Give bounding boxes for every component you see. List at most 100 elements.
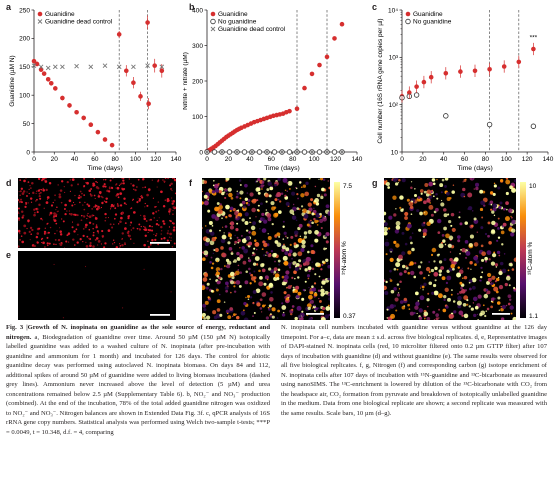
panel-label-f: f bbox=[189, 178, 192, 188]
y-tick-label: 50 bbox=[23, 121, 31, 128]
data-point-dead-control bbox=[60, 64, 65, 70]
data-point-guanidine bbox=[294, 106, 300, 111]
legend-label: No guanidine bbox=[218, 19, 257, 26]
data-point-dead-control bbox=[38, 64, 44, 70]
scale-bar bbox=[306, 313, 324, 315]
y-tick-label: 400 bbox=[192, 7, 203, 14]
data-point-guanidine bbox=[95, 129, 101, 135]
x-tick-label: 100 bbox=[501, 156, 512, 163]
chart-a-guanidine: 0 20 40 60 80 100 120 140 0 50 100 150 200 250 Time (d… bbox=[9, 7, 182, 172]
data-point-guanidine bbox=[124, 68, 129, 74]
panel-label-c: c bbox=[372, 2, 378, 12]
legend-label: Guanidine dead control bbox=[218, 26, 286, 33]
x-tick-label: 140 bbox=[171, 156, 182, 163]
x-tick-label: 60 bbox=[268, 156, 276, 163]
scale-bar bbox=[492, 313, 510, 315]
data-point-guanidine bbox=[34, 61, 40, 67]
data-point-guanidine bbox=[287, 108, 292, 114]
data-point-dead-control bbox=[234, 149, 240, 155]
data-point-dead-control bbox=[159, 64, 165, 70]
y-axis-label: Nitrite + nitrate (µM) bbox=[183, 52, 189, 110]
y-axis-label: Cell number (16S rRNA gene copies per µl… bbox=[377, 18, 384, 143]
data-point-dead-control bbox=[339, 149, 345, 155]
micrograph-d-with-guanidine bbox=[18, 178, 176, 248]
data-point-guanidine bbox=[81, 115, 86, 121]
data-point-dead-control bbox=[116, 64, 122, 70]
significance-annotation: *** bbox=[530, 34, 538, 41]
data-point-dead-control bbox=[52, 64, 58, 70]
data-point-guanidine bbox=[109, 142, 115, 148]
data-point-guanidine bbox=[41, 71, 47, 76]
legend-marker-guanidine bbox=[210, 11, 216, 17]
data-point-guanidine bbox=[145, 20, 150, 25]
colorbar-g-max: 10 bbox=[529, 183, 537, 190]
data-point-guanidine bbox=[302, 85, 307, 91]
data-point-no-guanidine bbox=[226, 149, 233, 155]
colorbar-g-label: ¹³C-atom % bbox=[527, 242, 534, 275]
caption-right-column: N. inopinata cell numbers incubated with… bbox=[281, 323, 547, 418]
data-point-no-guanidine bbox=[301, 149, 308, 155]
data-point-no-guanidine bbox=[241, 149, 248, 155]
data-point-guanidine bbox=[309, 71, 315, 77]
panel-label-e: e bbox=[6, 250, 12, 260]
data-point-guanidine bbox=[116, 32, 122, 37]
y-tick-label: 200 bbox=[19, 36, 30, 43]
legend-marker-dead-control bbox=[37, 19, 43, 24]
colorbar-f-max: 7.5 bbox=[343, 183, 352, 190]
legend-label: Guanidine dead control bbox=[45, 19, 113, 26]
x-tick-label: 80 bbox=[482, 156, 490, 163]
data-point-guanidine bbox=[324, 54, 330, 60]
data-point-no-guanidine bbox=[413, 92, 420, 98]
data-point-guanidine bbox=[74, 109, 79, 115]
x-tick-label: 20 bbox=[225, 156, 233, 163]
data-point-dead-control bbox=[279, 149, 285, 155]
legend-marker-guanidine bbox=[37, 11, 43, 17]
y-tick-label: 10² bbox=[389, 102, 399, 109]
data-point-no-guanidine bbox=[286, 149, 293, 155]
data-point-dead-control bbox=[264, 149, 270, 155]
x-tick-label: 120 bbox=[150, 156, 161, 163]
colorbar-g: 10 1.1 ¹³C-atom % bbox=[520, 182, 538, 320]
x-tick-label: 140 bbox=[352, 156, 363, 163]
legend-label: Guanidine bbox=[218, 11, 248, 18]
data-point-guanidine bbox=[60, 95, 65, 101]
x-tick-label: 40 bbox=[440, 156, 448, 163]
data-point-guanidine bbox=[45, 76, 51, 82]
data-point-no-guanidine bbox=[331, 149, 338, 155]
x-tick-label: 60 bbox=[461, 156, 469, 163]
colorbar-f: 7.5 0.37 ¹⁵N-atom % bbox=[334, 182, 356, 320]
y-tick-label: 200 bbox=[192, 78, 203, 85]
data-point-guanidine bbox=[317, 62, 322, 68]
data-point-guanidine bbox=[159, 68, 165, 74]
data-point-no-guanidine bbox=[443, 113, 449, 119]
legend-label: Guanidine bbox=[413, 11, 443, 18]
data-point-guanidine bbox=[152, 63, 157, 68]
x-axis-label: Time (days) bbox=[457, 165, 493, 172]
panel-label-g: g bbox=[372, 178, 378, 188]
legend-marker-no-guanidine bbox=[405, 18, 411, 25]
y-tick-label: 10 bbox=[391, 149, 399, 156]
nanosims-f-nitrogen bbox=[202, 178, 330, 320]
data-point-dead-control bbox=[294, 149, 300, 155]
x-tick-label: 0 bbox=[32, 156, 36, 163]
panel-label-a: a bbox=[6, 2, 12, 12]
data-point-guanidine bbox=[31, 58, 37, 64]
data-point-guanidine bbox=[48, 80, 54, 86]
panel-label-b: b bbox=[189, 2, 195, 12]
data-point-dead-control bbox=[45, 65, 51, 71]
scale-bar bbox=[150, 314, 170, 316]
panel-label-d: d bbox=[6, 178, 12, 188]
data-point-dead-control bbox=[74, 63, 79, 69]
caption-title: Growth of N. inopinata on guanidine as t… bbox=[6, 324, 270, 341]
micrograph-e-without-guanidine bbox=[18, 251, 176, 320]
x-tick-label: 80 bbox=[112, 156, 120, 163]
data-point-guanidine bbox=[88, 122, 94, 128]
y-tick-label: 100 bbox=[192, 114, 203, 121]
chart-b-nitrite-nitrate: 0 20 40 60 80 100 120 140 0 100 200 300 400 Time (day… bbox=[183, 7, 363, 172]
data-point-guanidine bbox=[131, 80, 136, 86]
x-axis-label: Time (days) bbox=[264, 165, 300, 172]
x-tick-label: 100 bbox=[130, 156, 141, 163]
data-point-dead-control bbox=[309, 149, 315, 155]
chart-c-cell-number: 0 20 40 60 80 100 120 140 10 10² 10³ 10⁴ Time (days)… bbox=[377, 7, 554, 172]
data-point-dead-control bbox=[131, 64, 136, 70]
